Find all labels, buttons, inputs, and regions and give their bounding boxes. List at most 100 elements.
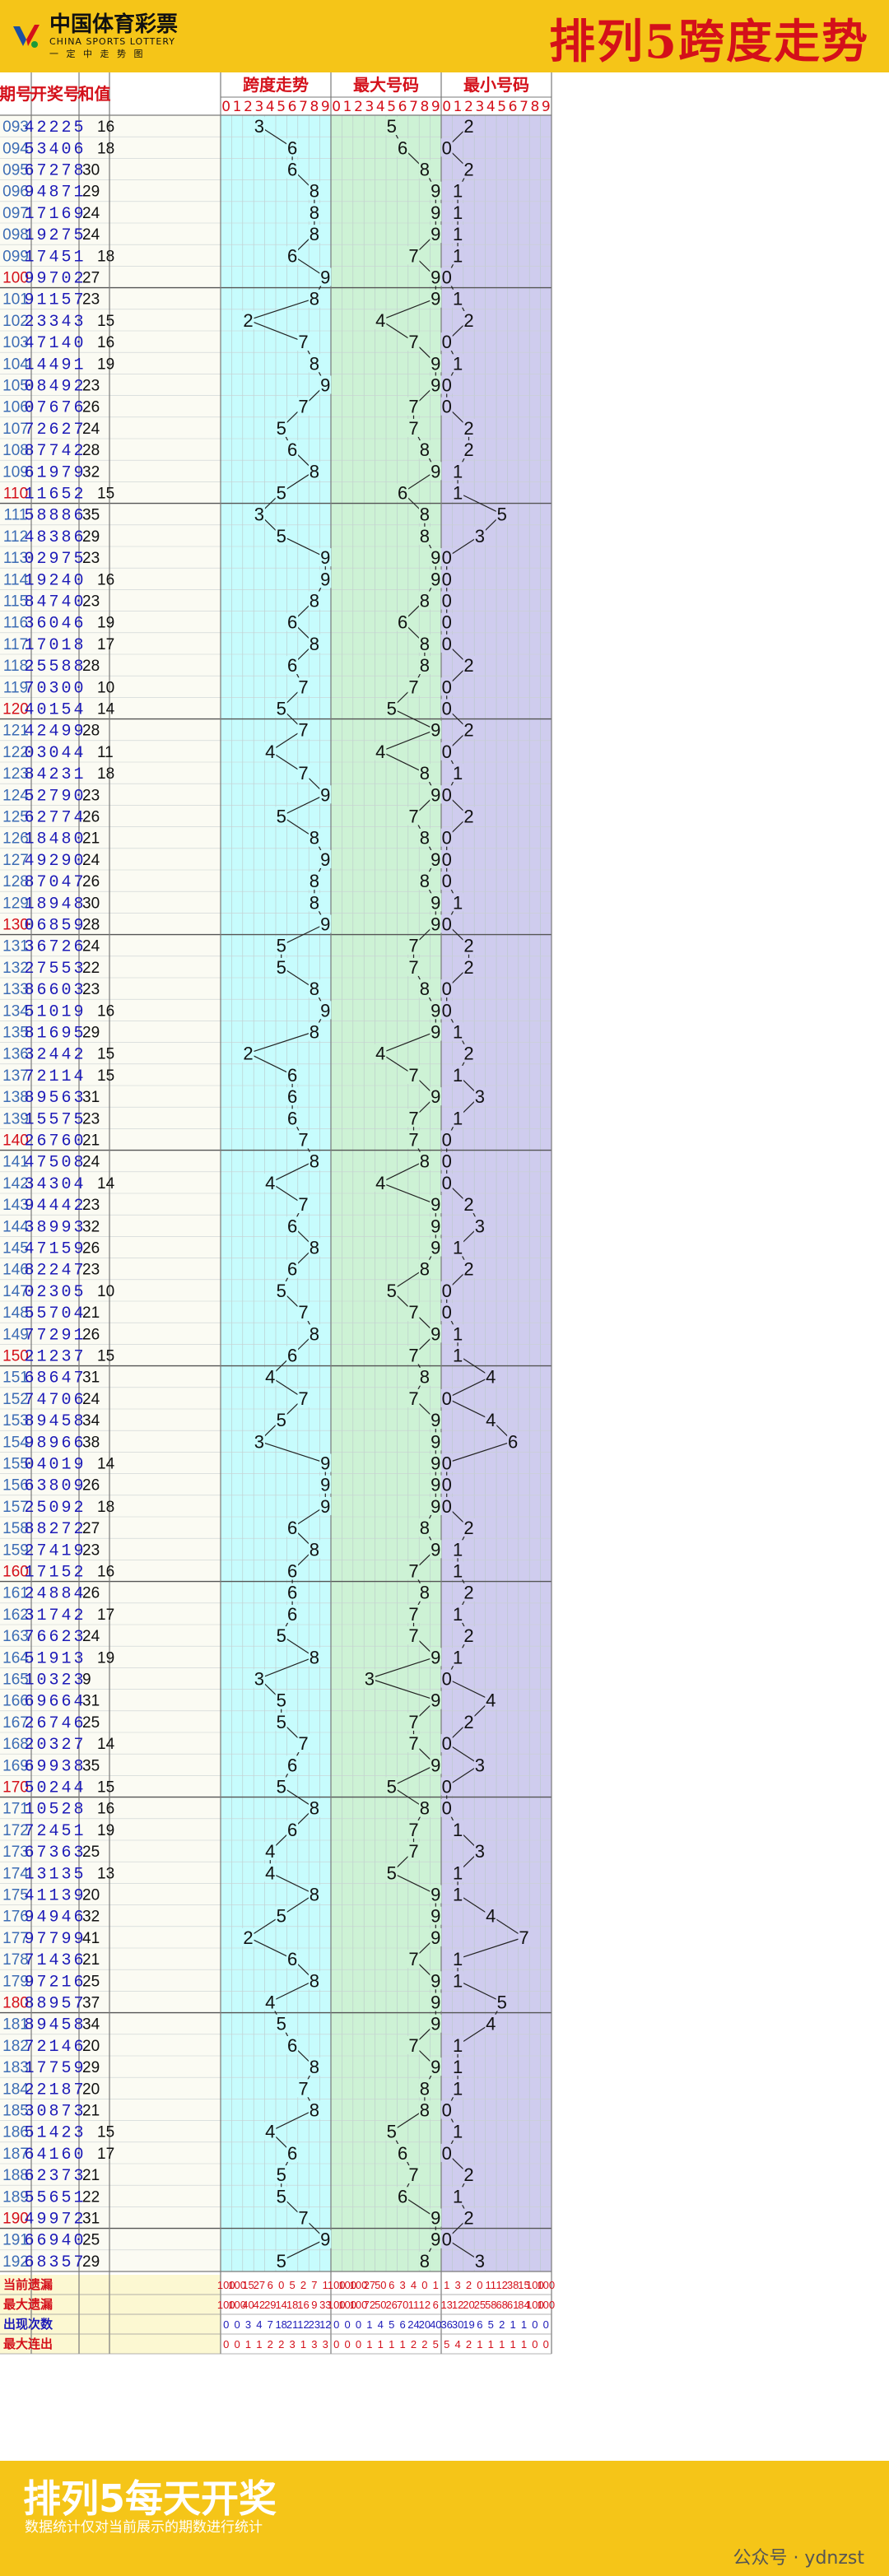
span-point-value: 7 — [298, 2208, 308, 2229]
max-point-background — [430, 1411, 442, 1430]
period-number: 147 — [2, 1283, 29, 1300]
max-point-background — [418, 656, 431, 675]
span-trend-segment — [258, 1440, 326, 1464]
sum-value: 26 — [82, 1477, 100, 1495]
min-point-background — [452, 1109, 464, 1128]
span-point-background — [297, 764, 310, 783]
span-point-value: 6 — [287, 1346, 297, 1366]
span-point-value: 8 — [310, 892, 319, 913]
period-number: 127 — [2, 852, 29, 869]
max-point-value: 7 — [408, 936, 418, 956]
stats-span-value: 100 — [217, 2299, 235, 2311]
min-point-value: 0 — [442, 267, 452, 288]
span-point-background — [275, 1712, 287, 1731]
stats-span-value: 100 — [228, 2299, 246, 2311]
period-number: 133 — [2, 981, 29, 998]
max-point-value: 9 — [431, 1475, 440, 1495]
period-number: 168 — [2, 1736, 29, 1753]
max-point-value: 8 — [420, 160, 430, 180]
period-number: 109 — [2, 463, 29, 481]
draw-number: 53406 — [24, 140, 86, 159]
min-point-background — [440, 1281, 453, 1300]
draw-number: 70300 — [24, 679, 86, 698]
draw-number: 67278 — [24, 162, 86, 181]
draw-number: 17018 — [24, 636, 86, 655]
span-point-background — [275, 1777, 287, 1796]
max-point-background — [407, 807, 420, 825]
min-point-value: 1 — [453, 1862, 463, 1883]
max-point-value: 9 — [431, 720, 440, 741]
sum-value: 14 — [97, 1736, 115, 1753]
span-point-value: 6 — [287, 1518, 297, 1538]
span-point-value: 8 — [310, 828, 319, 849]
max-point-background — [430, 202, 442, 221]
min-point-value: 1 — [453, 1323, 463, 1344]
sum-value: 9 — [82, 1672, 91, 1689]
min-point-value: 0 — [442, 1475, 452, 1495]
min-point-value: 1 — [453, 245, 463, 266]
max-trend-segment — [391, 1872, 436, 1895]
span-point-value: 5 — [277, 483, 286, 504]
max-point-value: 7 — [408, 1841, 418, 1862]
max-point-value: 4 — [375, 1173, 385, 1193]
span-point-value: 7 — [298, 763, 308, 783]
span-point-background — [308, 1151, 320, 1170]
header-digit-span: 9 — [321, 99, 330, 115]
stats-min-value: 2 — [466, 2279, 472, 2291]
span-point-value: 7 — [298, 1388, 308, 1409]
span-point-background — [275, 1690, 287, 1709]
min-point-value: 1 — [453, 461, 463, 481]
header-digit-max: 7 — [409, 99, 418, 115]
max-point-value: 7 — [408, 1561, 418, 1582]
max-trend-segment — [380, 1182, 436, 1205]
draw-number: 19275 — [24, 226, 86, 245]
min-point-value: 1 — [453, 892, 463, 913]
max-point-background — [407, 1109, 420, 1128]
min-point-background — [440, 612, 453, 631]
stats-span-value: 6 — [268, 2279, 273, 2291]
stats-max-value: 5 — [433, 2338, 439, 2350]
span-trend-segment — [248, 1030, 315, 1054]
header-digit-span: 4 — [266, 99, 275, 115]
max-point-value: 9 — [431, 1410, 440, 1430]
span-point-background — [275, 936, 287, 955]
max-point-background — [430, 893, 442, 912]
max-point-background — [407, 1734, 420, 1753]
min-trend-segment — [457, 491, 502, 515]
period-number: 108 — [2, 442, 29, 459]
span-point-background — [308, 2100, 320, 2119]
max-trend-segment — [380, 729, 436, 752]
min-point-background — [440, 267, 453, 286]
max-point-value: 9 — [431, 375, 440, 396]
period-number: 179 — [2, 1973, 29, 1990]
header-digit-max: 4 — [376, 99, 385, 115]
span-point-background — [297, 720, 310, 739]
min-point-background — [440, 849, 453, 868]
min-point-value: 0 — [442, 849, 452, 870]
max-point-value: 9 — [431, 784, 440, 805]
min-point-value: 0 — [442, 914, 452, 935]
draw-number: 94442 — [24, 1197, 86, 1216]
min-point-value: 4 — [486, 1690, 496, 1711]
max-point-background — [418, 1259, 431, 1278]
period-number: 140 — [2, 1132, 29, 1150]
sum-value: 23 — [82, 593, 100, 611]
span-point-background — [286, 1950, 299, 1969]
stats-min-value: 0 — [532, 2338, 538, 2350]
footer-note: 数据统计仅对当前展示的期数进行统计 — [25, 2519, 263, 2536]
min-point-background — [440, 1669, 453, 1688]
sum-value: 26 — [82, 1585, 100, 1602]
sum-value: 16 — [97, 119, 114, 136]
draw-number: 51019 — [24, 1002, 86, 1021]
min-point-background — [440, 1798, 453, 1817]
period-number: 188 — [2, 2167, 29, 2184]
min-point-background — [473, 1087, 486, 1106]
max-point-background — [407, 1820, 420, 1839]
min-point-value: 0 — [442, 1733, 452, 1754]
min-point-value: 1 — [453, 202, 463, 223]
draw-number: 52790 — [24, 787, 86, 806]
sum-value: 15 — [97, 1779, 114, 1797]
max-point-value: 8 — [420, 828, 430, 849]
min-point-background — [440, 1453, 453, 1472]
max-point-background — [407, 957, 420, 976]
